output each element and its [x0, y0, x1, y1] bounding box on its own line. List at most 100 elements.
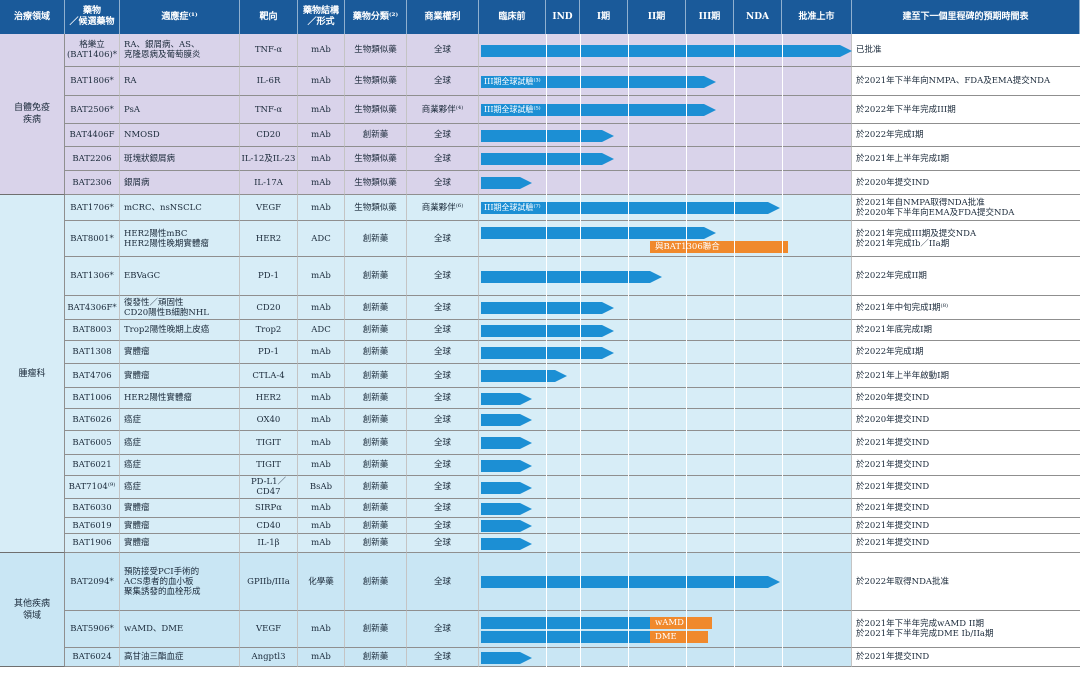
cell-target: PD-L1／CD47 — [240, 476, 298, 499]
cell-structure: BsAb — [298, 476, 345, 499]
cell-target: IL-12及IL-23 — [240, 147, 298, 171]
cell-indication: PsA — [120, 96, 240, 124]
cell-indication: 癌症 — [120, 455, 240, 476]
cell-rights: 全球 — [407, 431, 479, 455]
cell-milestone: 於2021年提交IND — [852, 431, 1080, 455]
cell-target: TIGIT — [240, 455, 298, 476]
progress-bar-dme — [481, 631, 662, 643]
cell-structure: mAb — [298, 96, 345, 124]
cell-category: 創新藥 — [345, 499, 407, 518]
cell-drug: BAT6026 — [65, 409, 120, 431]
cell-rights: 全球 — [407, 124, 479, 147]
progress-bar — [481, 271, 662, 283]
progress-bar — [481, 503, 532, 515]
cell-target: IL-6R — [240, 67, 298, 96]
progress-bar — [481, 227, 716, 239]
cell-milestone: 於2021年下半年完成wAMD II期 於2021年下半年完成DME Ib/II… — [852, 611, 1080, 648]
cell-indication: RA、銀屑病、AS、 克隆恩病及葡萄膜炎 — [120, 34, 240, 67]
cell-rights: 全球 — [407, 171, 479, 195]
cell-milestone: 於2021年上半年啟動I期 — [852, 364, 1080, 388]
cell-milestone: 於2020年提交IND — [852, 409, 1080, 431]
combo-bar: 與BAT1306聯合 — [650, 241, 788, 253]
cell-indication: 預防接受PCI手術的 ACS患者的血小板 聚集誘發的血栓形成 — [120, 553, 240, 611]
cell-structure: mAb — [298, 67, 345, 96]
cell-structure: mAb — [298, 455, 345, 476]
header-category: 藥物分類⁽²⁾ — [345, 0, 407, 34]
cell-category: 生物類似藥 — [345, 67, 407, 96]
cell-indication: 實體瘤 — [120, 364, 240, 388]
stage-divider — [686, 34, 687, 683]
cell-drug: BAT6019 — [65, 518, 120, 534]
cell-indication: 銀屑病 — [120, 171, 240, 195]
cell-milestone: 於2021年下半年向NMPA、FDA及EMA提交NDA — [852, 67, 1080, 96]
cell-milestone: 於2020年提交IND — [852, 171, 1080, 195]
cell-indication: 實體瘤 — [120, 341, 240, 364]
progress-bar — [481, 538, 532, 550]
cell-category: 創新藥 — [345, 518, 407, 534]
cell-rights: 全球 — [407, 67, 479, 96]
stage-divider — [546, 34, 547, 683]
cell-rights: 全球 — [407, 34, 479, 67]
cell-indication: 實體瘤 — [120, 518, 240, 534]
progress-bar — [481, 302, 614, 314]
cell-category: 創新藥 — [345, 534, 407, 553]
cell-category: 生物類似藥 — [345, 96, 407, 124]
cell-indication: NMOSD — [120, 124, 240, 147]
progress-bar — [481, 153, 614, 165]
cell-category: 創新藥 — [345, 476, 407, 499]
progress-track — [479, 171, 852, 195]
cell-indication: HER2陽性mBC HER2陽性晚期實體瘤 — [120, 221, 240, 257]
cell-drug: BAT2506* — [65, 96, 120, 124]
cell-target: GPIIb/IIIa — [240, 553, 298, 611]
cell-indication: 癌症 — [120, 431, 240, 455]
cell-structure: mAb — [298, 499, 345, 518]
progress-bar — [481, 325, 614, 337]
cell-structure: mAb — [298, 147, 345, 171]
cell-drug: BAT6005 — [65, 431, 120, 455]
cell-indication: 斑塊狀銀屑病 — [120, 147, 240, 171]
header-rights: 商業權利 — [407, 0, 479, 34]
cell-rights: 全球 — [407, 388, 479, 409]
progress-bar — [481, 393, 532, 405]
cell-drug: BAT2306 — [65, 171, 120, 195]
cell-drug: BAT1308 — [65, 341, 120, 364]
progress-track — [479, 534, 852, 553]
cell-indication: 實體瘤 — [120, 534, 240, 553]
cell-target: CD20 — [240, 296, 298, 320]
cell-milestone: 於2022年完成II期 — [852, 257, 1080, 296]
header-phase1: I期 — [580, 0, 628, 34]
cell-milestone: 於2021年提交IND — [852, 534, 1080, 553]
combo-bar-wamd: wAMD — [650, 617, 712, 629]
header-ind: IND — [546, 0, 580, 34]
cell-rights: 全球 — [407, 455, 479, 476]
cell-rights: 全球 — [407, 341, 479, 364]
progress-track — [479, 431, 852, 455]
combo-bar-dme: DME — [650, 631, 708, 643]
cell-target: IL-17A — [240, 171, 298, 195]
cell-structure: mAb — [298, 34, 345, 67]
progress-bar: III期全球試驗⁽⁷⁾ — [481, 202, 780, 214]
cell-indication: 實體瘤 — [120, 499, 240, 518]
header-drug: 藥物 ／候選藥物 — [65, 0, 120, 34]
cell-milestone: 於2022年取得NDA批准 — [852, 553, 1080, 611]
cell-rights: 全球 — [407, 409, 479, 431]
cell-structure: ADC — [298, 221, 345, 257]
cell-indication: mCRC、nsNSCLC — [120, 195, 240, 221]
cell-category: 創新藥 — [345, 648, 407, 667]
header-phase3: III期 — [686, 0, 734, 34]
cell-target: SIRPα — [240, 499, 298, 518]
area-label: 自體免疫 疾病 — [0, 34, 65, 195]
cell-indication: HER2陽性實體瘤 — [120, 388, 240, 409]
cell-target: IL-1β — [240, 534, 298, 553]
area-label: 其他疾病 領域 — [0, 553, 65, 667]
cell-target: PD-1 — [240, 257, 298, 296]
cell-category: 創新藥 — [345, 409, 407, 431]
cell-structure: mAb — [298, 518, 345, 534]
cell-drug: BAT1806* — [65, 67, 120, 96]
cell-category: 創新藥 — [345, 341, 407, 364]
cell-rights: 全球 — [407, 147, 479, 171]
progress-bar: III期全球試驗⁽⁵⁾ — [481, 104, 716, 116]
cell-target: TIGIT — [240, 431, 298, 455]
progress-track — [479, 518, 852, 534]
progress-bar — [481, 130, 614, 142]
